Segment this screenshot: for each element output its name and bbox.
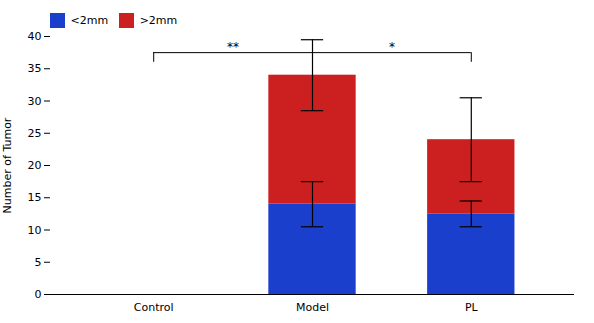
svg-text:5: 5 — [35, 256, 42, 269]
svg-text:15: 15 — [28, 191, 42, 204]
html-text:>2mm: >2mm — [139, 14, 178, 27]
svg-text:PL: PL — [465, 301, 479, 314]
svg-text:Control: Control — [134, 301, 174, 314]
svg-text:0: 0 — [35, 288, 42, 301]
svg-text:40: 40 — [28, 30, 42, 43]
svg-text:**: ** — [227, 40, 239, 54]
html-text:<2mm: <2mm — [70, 14, 109, 27]
svg-text:Number of Tumor: Number of Tumor — [1, 117, 14, 213]
svg-text:Model: Model — [296, 301, 329, 314]
svg-text:30: 30 — [28, 95, 42, 108]
svg-text:25: 25 — [28, 127, 42, 140]
svg-text:*: * — [389, 40, 395, 54]
svg-text:20: 20 — [28, 159, 42, 172]
svg-text:10: 10 — [28, 224, 42, 237]
svg-text:35: 35 — [28, 62, 42, 75]
